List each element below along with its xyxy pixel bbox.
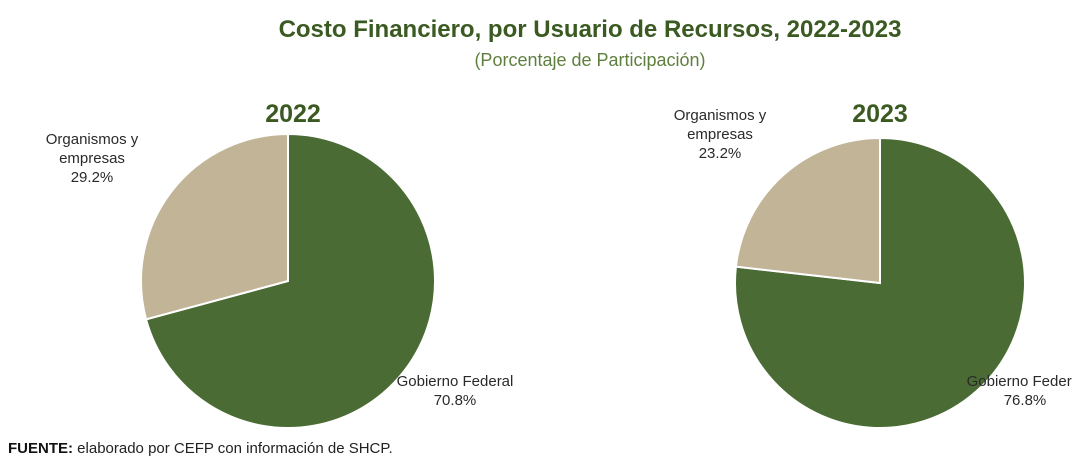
slice-label: Organismos y empresas 23.2% bbox=[650, 106, 790, 163]
slice-label: Gobierno Federal 76.8% bbox=[960, 372, 1072, 410]
source-label: FUENTE: bbox=[8, 440, 73, 457]
source-text: elaborado por CEFP con información de SH… bbox=[77, 440, 393, 457]
category-label: Organismos y empresas bbox=[673, 107, 767, 143]
title: Costo Financiero, por Usuario de Recurso… bbox=[278, 16, 902, 43]
value-label: 23.2% bbox=[698, 145, 742, 162]
slice-label: Organismos y empresas 29.2% bbox=[22, 130, 162, 187]
slice-label: Gobierno Federal 70.8% bbox=[390, 372, 520, 410]
pie-slice bbox=[144, 132, 436, 429]
pie-slice bbox=[734, 136, 881, 285]
pie-title: 2023 bbox=[852, 100, 908, 128]
value-label: 29.2% bbox=[70, 169, 114, 186]
value-label: 70.8% bbox=[433, 392, 477, 409]
category-label: Organismos y empresas bbox=[45, 131, 139, 167]
category-label: Gobierno Federal bbox=[396, 373, 514, 390]
source: FUENTE: elaborado por CEFP con informaci… bbox=[8, 440, 393, 457]
subtitle: (Porcentaje de Participación) bbox=[474, 50, 706, 70]
category-label: Gobierno Federal bbox=[966, 373, 1072, 390]
pie-title: 2022 bbox=[265, 100, 321, 128]
value-label: 76.8% bbox=[1003, 392, 1047, 409]
pie-slice bbox=[140, 132, 289, 321]
